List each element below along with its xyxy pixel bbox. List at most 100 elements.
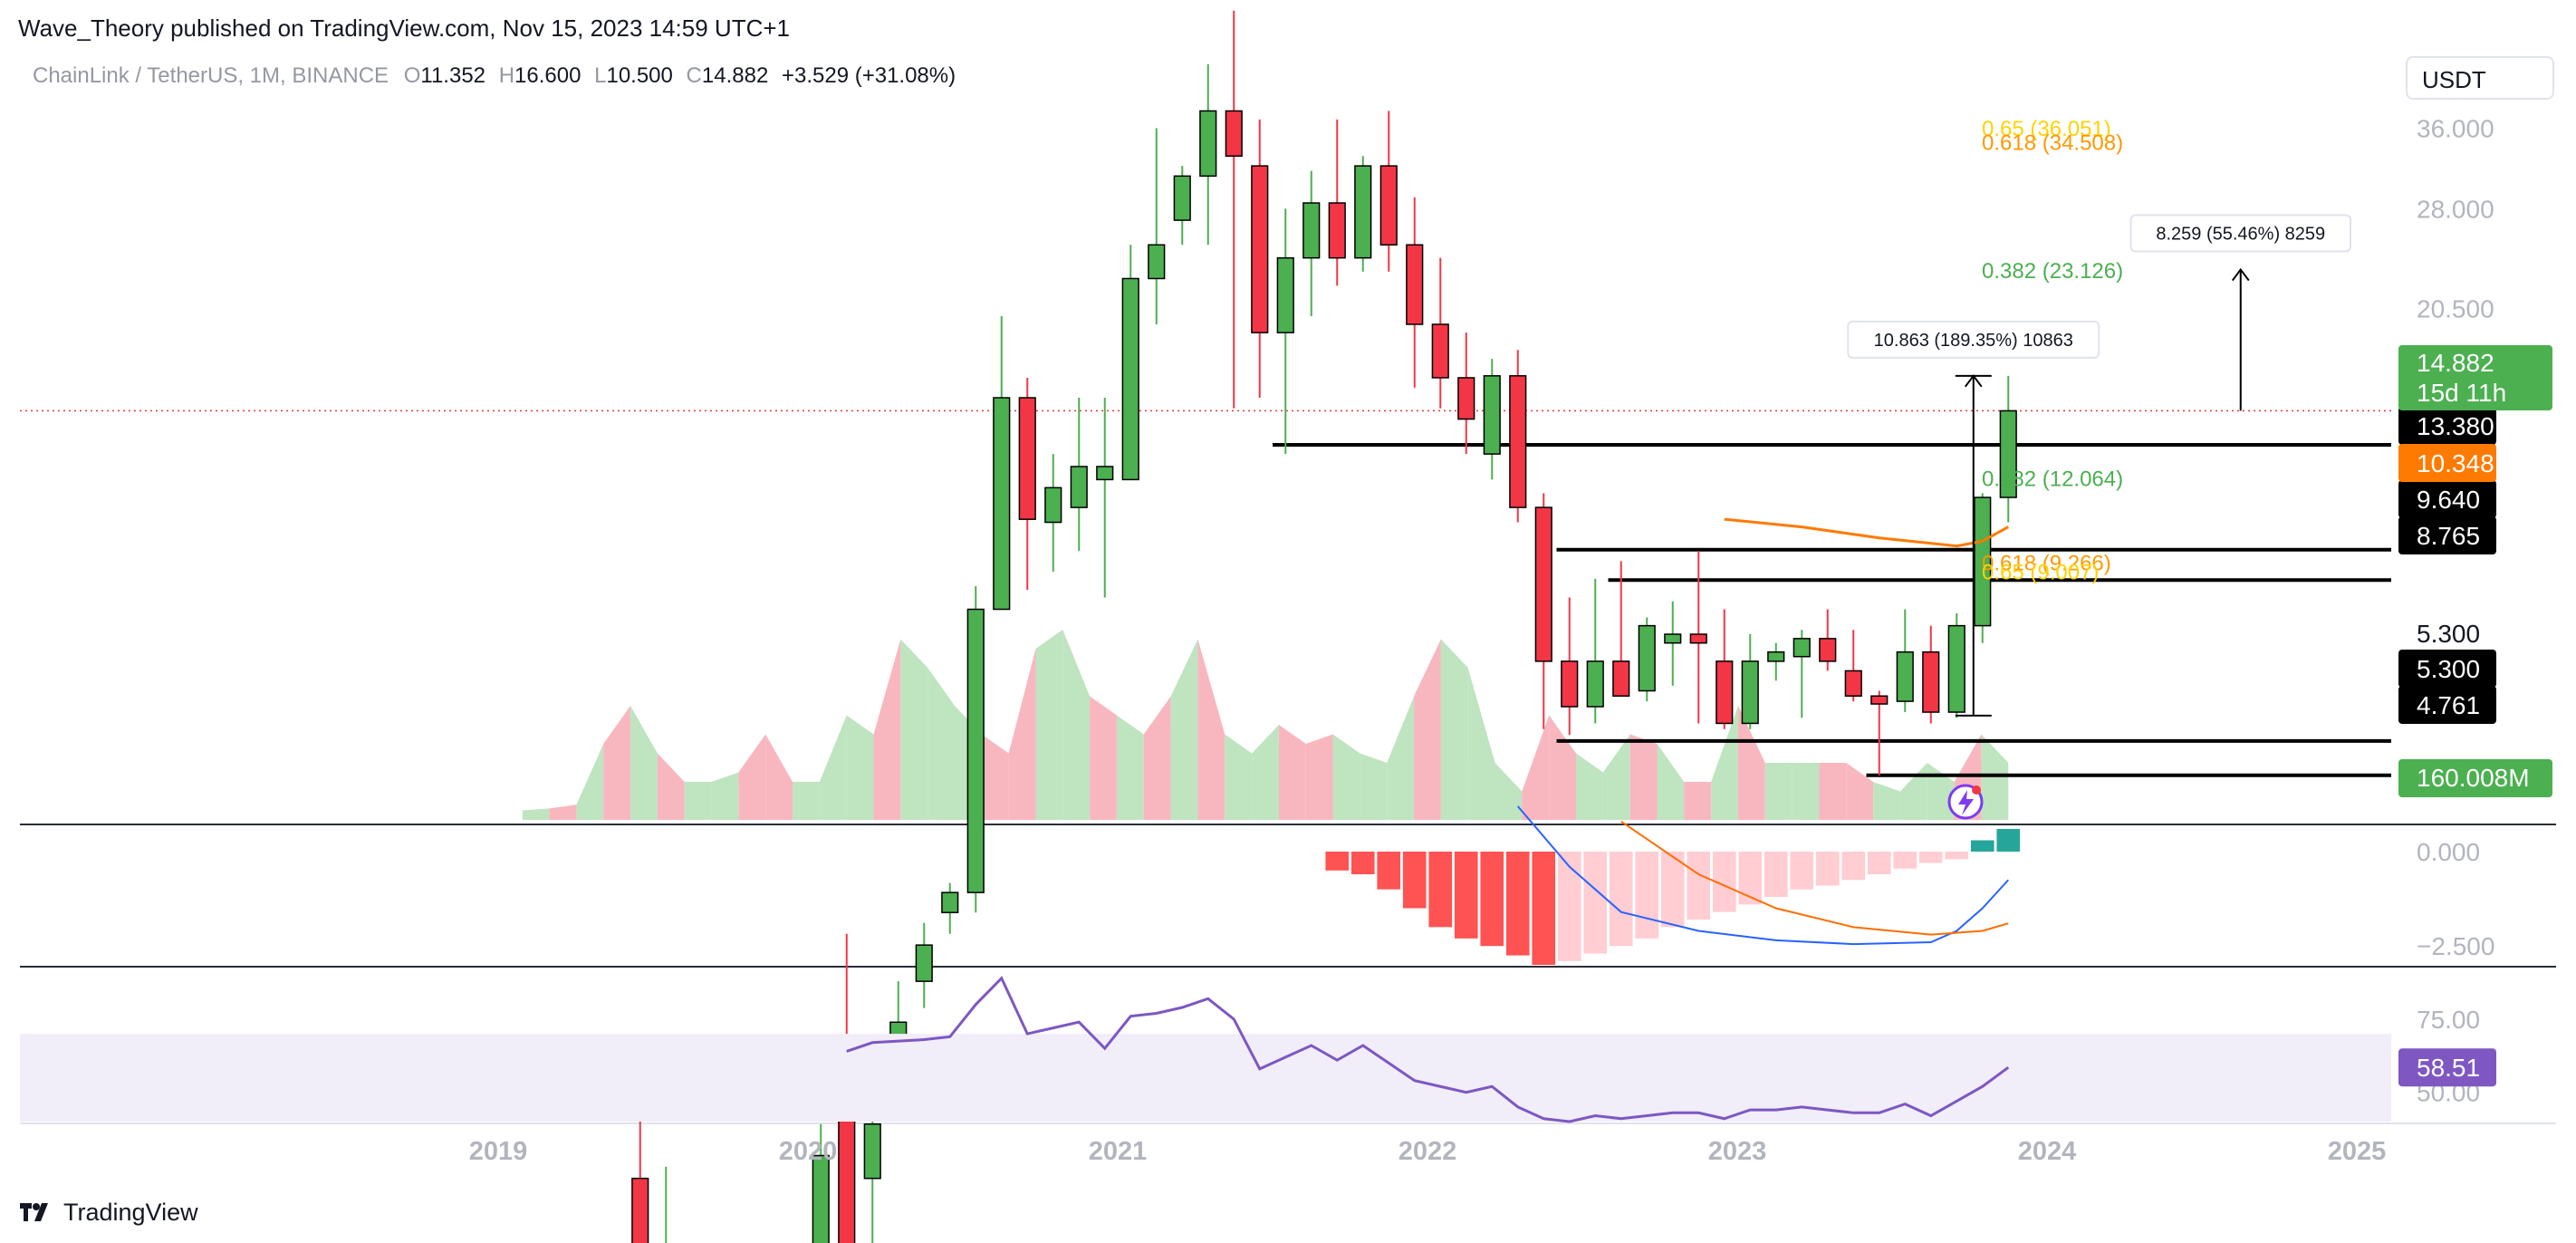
candle-body: [1870, 695, 1889, 705]
volume-area-segment: [1576, 753, 1603, 820]
rsi-value-badge-bg: [2398, 1048, 2496, 1087]
level-badge: 5.300: [2417, 655, 2480, 683]
volume-area-segment: [819, 715, 847, 820]
macd-histogram-bar: [1815, 852, 1840, 886]
volume-area-segment: [765, 734, 793, 820]
volume-area-segment: [603, 706, 631, 820]
symbol-info: ChainLink / TetherUS, 1M, BINANCE O11.35…: [33, 63, 956, 89]
volume-area-segment: [1792, 763, 1820, 820]
volume-area-segment: [1522, 715, 1550, 820]
candle-body: [1509, 375, 1527, 508]
candle-body: [1793, 638, 1811, 658]
macd-histogram-bar: [1583, 852, 1608, 954]
candle-body: [1819, 638, 1837, 662]
measurement-label: 8.259 (55.46%) 8259: [2156, 225, 2325, 245]
macd-histogram-bar: [1687, 852, 1711, 920]
volume-area-segment: [1602, 734, 1630, 820]
volume-area-segment: [684, 782, 712, 820]
candle-body: [1457, 377, 1475, 420]
candle-body: [1922, 650, 1940, 713]
candle-body: [812, 1154, 830, 1243]
macd-histogram-bar: [1660, 852, 1685, 928]
macd-histogram-bar: [1557, 852, 1581, 961]
volume-area-segment: [900, 639, 928, 820]
volume-area-segment: [1305, 734, 1333, 820]
fib-level-label: 0.382 (12.064): [1982, 467, 2123, 492]
macd-histogram-bar: [1350, 852, 1375, 874]
macd-histogram-bar: [1841, 852, 1866, 881]
volume-area-segment: [1252, 725, 1279, 820]
volume-area-segment: [1711, 706, 1738, 820]
macd-histogram-bar: [1402, 852, 1427, 909]
volume-area-segment: [793, 782, 820, 820]
volume-area-segment: [1684, 782, 1712, 820]
macd-histogram-bar: [1505, 852, 1530, 956]
volume-area-segment: [1278, 725, 1306, 820]
level-badge-bg: [2398, 407, 2496, 445]
close-value: 14.882: [701, 63, 769, 88]
candle-body: [1586, 660, 1604, 708]
currency-button[interactable]: USDT: [2406, 56, 2554, 100]
time-axis-tick: 2020: [779, 1137, 838, 1166]
time-axis-tick: 2019: [469, 1137, 528, 1166]
candle-body: [1199, 110, 1217, 178]
macd-histogram-bar: [1738, 852, 1763, 905]
brand-name: TradingView: [63, 1198, 198, 1226]
fib-level-label: 0.382 (23.126): [1982, 259, 2123, 284]
footer-brand[interactable]: TradingView: [18, 1194, 198, 1230]
macd-signal-line: [1620, 820, 2009, 936]
macd-line: [1516, 805, 2009, 946]
candle-body: [1947, 624, 1966, 713]
volume-area-segment: [1062, 630, 1091, 820]
measurement-info-box: [1847, 320, 2100, 359]
volume-area-segment: [1414, 639, 1441, 820]
candle-body: [863, 1123, 881, 1180]
published-line: Wave_Theory published on TradingView.com…: [18, 14, 790, 42]
volume-area-segment: [1197, 639, 1226, 820]
candle-body: [1379, 165, 1398, 246]
price-axis-tick: 28.000: [2417, 195, 2494, 223]
fib-level-label: 0.618 (34.508): [1982, 130, 2123, 155]
volume-area-segment: [1360, 753, 1388, 820]
symbol-name[interactable]: ChainLink / TetherUS, 1M, BINANCE: [33, 63, 389, 88]
volume-area-segment: [1008, 649, 1036, 820]
macd-histogram-bar: [1454, 852, 1478, 939]
time-axis-tick: 2024: [2018, 1137, 2077, 1166]
macd-histogram-bar: [1764, 852, 1788, 897]
ema-badge: 10.348: [2417, 449, 2494, 477]
candle-body: [1483, 375, 1501, 455]
volume-area-segment: [1657, 744, 1685, 820]
last-price-value: 14.882: [2417, 349, 2494, 377]
change-value: +3.529 (+31.08%): [781, 63, 956, 88]
volume-area-segment: [630, 706, 658, 820]
volume-area-segment: [1846, 763, 1874, 820]
level-badge: 4.761: [2417, 691, 2480, 719]
lightning-icon-bolt: [1958, 790, 1974, 815]
last-price-badge-bg: [2398, 345, 2552, 410]
rsi-value-badge: 58.51: [2417, 1054, 2480, 1082]
level-badge-bg: [2398, 650, 2496, 688]
candle-body: [993, 397, 1011, 611]
tradingview-logo-icon: [20, 1203, 48, 1221]
volume-area-segment: [657, 753, 685, 820]
candle-body: [1251, 165, 1269, 333]
high-value: 16.600: [514, 63, 582, 88]
volume-area-segment: [1467, 668, 1495, 820]
measurement-label: 10.863 (189.35%) 10863: [1874, 331, 2073, 351]
time-axis-tick: 2025: [2328, 1137, 2387, 1166]
volume-badge-label: 160.008M: [2417, 764, 2530, 792]
lightning-icon-dot: [1972, 785, 1981, 795]
rsi-axis-tick: 75.00: [2417, 1006, 2480, 1034]
lightning-icon: [1947, 784, 1984, 820]
candle-body: [1638, 624, 1656, 692]
rsi-band: [20, 1034, 2391, 1122]
volume-area-segment: [1090, 696, 1117, 820]
macd-histogram-bar: [1867, 852, 1891, 874]
macd-axis-tick: 0.000: [2417, 838, 2480, 866]
level-badge: 13.380: [2417, 412, 2494, 440]
volume-area-segment: [1035, 630, 1063, 820]
volume-area-segment: [1225, 734, 1253, 820]
level-badge-bg: [2398, 480, 2496, 518]
